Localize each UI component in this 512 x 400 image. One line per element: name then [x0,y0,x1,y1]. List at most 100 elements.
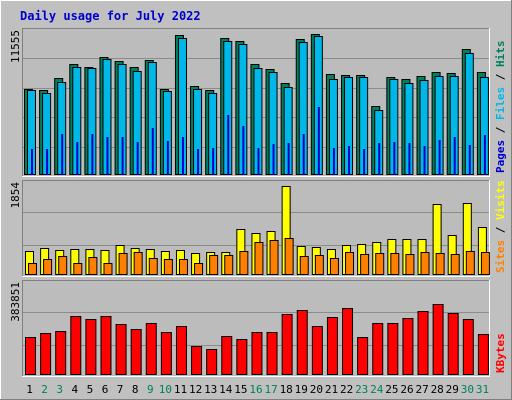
kbytes-bar [221,336,233,375]
panel-2: 1854 Sites / Visits [9,180,507,277]
legend-sites: Sites [494,240,507,273]
pages-bar [61,134,64,175]
kbytes-bar [402,318,414,375]
x-tick-label: 14 [219,383,233,396]
axis-max-label: 383851 [9,282,22,322]
kbytes-bar [175,326,187,375]
pages-bar [317,107,320,175]
x-tick-label: 19 [295,383,308,396]
legend-visits: Visits [494,180,507,220]
pages-bar [332,148,335,175]
kbytes-bar [25,337,36,375]
chart-title: Daily usage for July 2022 [20,9,201,23]
legend-files: Files [494,87,507,120]
kbytes-bar [326,317,338,375]
pages-bar [423,146,426,175]
sites-bar [360,254,370,275]
x-tick-label: 5 [87,383,94,396]
x-tick-label: 9 [147,383,154,396]
sites-bar [58,256,68,275]
sites-bar [465,251,475,275]
kbytes-bar [447,313,459,375]
x-tick-label: 13 [204,383,217,396]
chart-panels: 11555 Pages / Files / Hits 1854 Sites / Vis… [9,28,507,377]
axis-max-label: 11555 [9,30,22,63]
sites-bar [148,258,158,275]
pages-bar [302,134,305,175]
pages-bar [468,145,471,175]
sites-bar [405,254,415,275]
x-tick-label: 20 [310,383,323,396]
kbytes-bar [342,308,354,375]
x-tick-label: 29 [446,383,459,396]
pages-bar [227,115,230,175]
kbytes-bar [100,316,112,375]
kbytes-bar [145,323,157,375]
pages-bar [76,142,79,175]
sites-bar [194,263,204,275]
x-tick-label: 18 [280,383,293,396]
sites-bar [224,255,234,275]
sites-bar [254,242,264,275]
x-tick-label: 7 [117,383,124,396]
pages-bar [151,128,154,175]
pages-bar [408,143,411,175]
series-legend: Pages / Files / Hits [494,41,507,174]
kbytes-bar [357,337,369,375]
kbytes-bar [160,332,172,375]
kbytes-bar [191,346,203,375]
sites-bar [420,252,430,275]
kbytes-bar [55,331,67,375]
kbytes-bar [311,326,323,375]
x-tick-label: 22 [340,383,353,396]
x-tick-label: 6 [102,383,109,396]
kbytes-bar [206,349,218,375]
sites-bar [133,252,143,275]
sites-bar [390,253,400,275]
x-tick-label: 27 [415,383,428,396]
sites-bar [435,253,445,275]
pages-bar [438,140,441,175]
pages-bar [257,148,260,175]
kbytes-bar [462,319,474,375]
panel-1: 11555 Pages / Files / Hits [9,28,507,177]
x-tick-label: 26 [400,383,413,396]
sites-bar [88,257,98,275]
sites-bar [269,240,279,275]
legend-separator: / [494,220,507,240]
x-tick-label: 31 [476,383,489,396]
pages-bar [31,149,33,175]
pages-bar [272,144,275,175]
pages-bar [393,142,396,175]
kbytes-bar [266,332,278,375]
sites-bar [178,259,188,275]
sites-bar [329,258,339,275]
pages-bar [166,141,169,175]
pages-bar [453,137,456,175]
x-tick-label: 17 [264,383,277,396]
x-tick-label: 24 [370,383,384,396]
sites-bar [375,253,385,275]
sites-bar [450,254,460,275]
sites-bar [284,238,294,275]
x-tick-label: 30 [461,383,474,396]
sites-bar [314,255,324,275]
kbytes-bar [236,339,248,375]
pages-bar [212,148,215,175]
kbytes-bar [40,333,52,375]
kbytes-bar [70,316,82,375]
x-tick-label: 3 [56,383,63,396]
sites-bar [73,263,83,275]
kbytes-bar [115,324,127,375]
pages-bar [106,137,109,175]
x-tick-label: 12 [189,383,202,396]
kbytes-bar [251,332,263,375]
kbytes-bar [387,323,399,375]
x-tick-labels: 1 2 3 4 5 6 7 8 9 10 11 12 13 14 15 16 17 18 19 20 21 22 23 24 2… [26,383,489,396]
pages-bar [483,135,486,175]
sites-bar [345,252,355,275]
legend-kbytes: KBytes [494,333,507,373]
x-tick-label: 16 [249,383,262,396]
x-tick-label: 1 [26,383,33,396]
axis-max-label: 1854 [9,182,22,209]
